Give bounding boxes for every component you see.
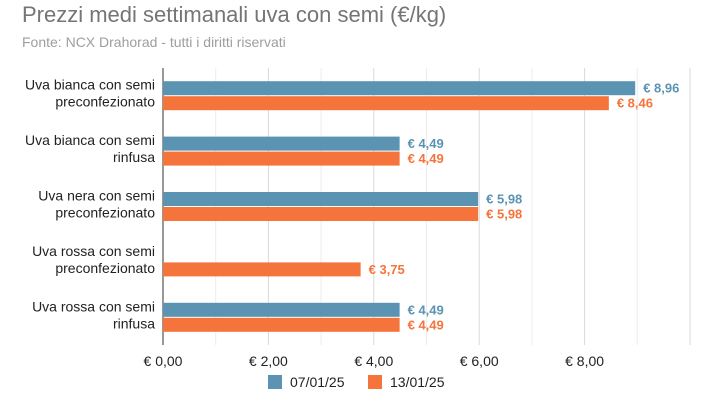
x-tick-label: € 8,00 — [565, 353, 604, 369]
data-label: € 4,49 — [408, 302, 444, 317]
legend-label: 13/01/25 — [390, 374, 445, 390]
category-label-line: Uva rossa con semi — [32, 298, 155, 314]
legend-label: 07/01/25 — [290, 374, 345, 390]
category-label-line: rinfusa — [113, 149, 155, 165]
category-label-line: Uva nera con semi — [38, 188, 155, 204]
category-label-line: Uva bianca con semi — [25, 77, 155, 93]
x-tick-label: € 2,00 — [249, 353, 288, 369]
category-label-line: preconfezionato — [55, 260, 155, 276]
bar-series-1 — [163, 192, 479, 206]
bar-series-2 — [163, 317, 400, 332]
category-label: Uva rossa con semi preconfezionato — [32, 243, 155, 276]
bar-series-2 — [163, 207, 479, 221]
chart-subtitle: Fonte: NCX Drahorad - tutti i diritti ri… — [22, 34, 286, 50]
bar-series-2 — [163, 96, 609, 111]
data-label: € 5,98 — [486, 207, 522, 222]
bar-series-1 — [163, 136, 400, 151]
x-tick-label: € 6,00 — [460, 353, 499, 369]
category-label-line: preconfezionato — [55, 205, 155, 221]
data-label: € 4,49 — [408, 317, 444, 332]
bar-series-2 — [163, 151, 400, 166]
x-tick-label: € 0,00 — [144, 353, 183, 369]
data-label: € 3,75 — [369, 262, 405, 277]
legend-swatch — [268, 375, 282, 389]
data-label: € 8,46 — [617, 96, 653, 111]
category-label-line: preconfezionato — [55, 94, 155, 110]
data-label: € 4,49 — [408, 151, 444, 166]
data-label: € 8,96 — [643, 81, 679, 96]
data-label: € 4,49 — [408, 136, 444, 151]
legend-swatch — [368, 375, 382, 389]
chart-title: Prezzi medi settimanali uva con semi (€/… — [22, 2, 447, 27]
category-label-line: Uva rossa con semi — [32, 243, 155, 259]
category-label: Uva nera con semi preconfezionato — [38, 188, 155, 221]
x-tick-label: € 4,00 — [354, 353, 393, 369]
category-label-line: rinfusa — [113, 315, 155, 331]
bar-series-2 — [163, 262, 361, 277]
category-label: Uva bianca con semi rinfusa — [25, 132, 155, 165]
bar-series-1 — [163, 81, 636, 96]
category-label-line: Uva bianca con semi — [25, 132, 155, 148]
category-label: Uva rossa con semi rinfusa — [32, 298, 155, 331]
category-label: Uva bianca con semi preconfezionato — [25, 77, 155, 110]
data-label: € 5,98 — [486, 192, 522, 207]
bar-series-1 — [163, 302, 400, 317]
